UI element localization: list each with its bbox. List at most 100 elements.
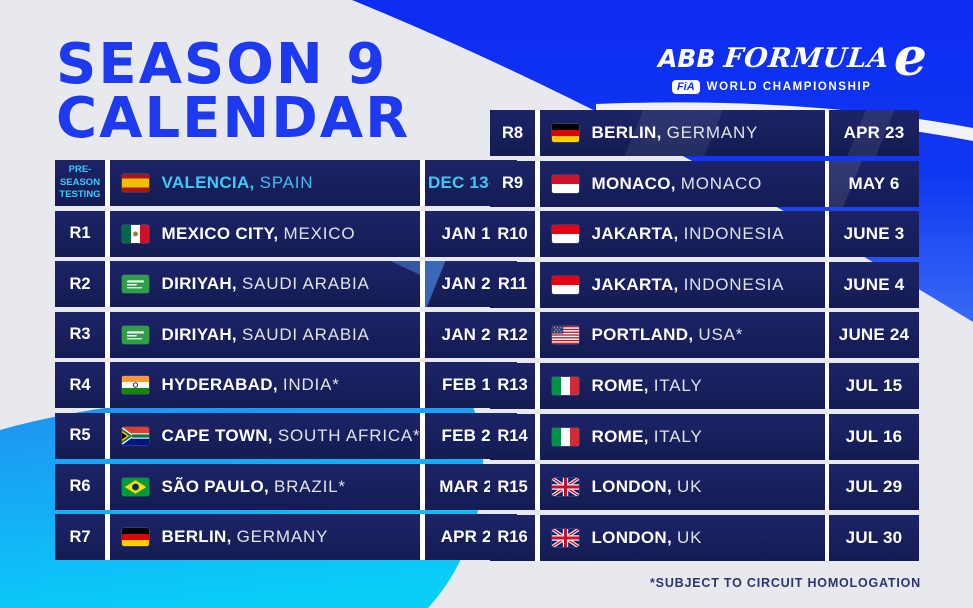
usa-flag-icon (551, 326, 579, 345)
location-cell: SÃO PAULO, BRAZIL* (109, 463, 421, 510)
round-label: R6 (55, 463, 105, 510)
country-name: MEXICO (283, 223, 356, 243)
calendar-row: R5 CAPE TOWN, SOUTH AFRICA* FEB 25 (55, 412, 517, 459)
round-label: R2 (55, 261, 105, 308)
city-name: LONDON, (591, 527, 678, 547)
race-date: JUL 16 (829, 413, 919, 460)
round-label: R3 (55, 311, 105, 358)
city-name: JAKARTA, (591, 224, 684, 244)
uk-flag-icon (551, 478, 579, 497)
city-name: JAKARTA, (591, 274, 684, 294)
country-name: INDONESIA (683, 274, 785, 294)
abb-wordmark: ABB (657, 44, 716, 73)
location-cell: ROME, ITALY (539, 362, 825, 409)
round-label: R1 (55, 210, 105, 257)
location-cell: ROME, ITALY (539, 413, 825, 460)
city-name: BERLIN, (161, 527, 237, 547)
round-label: R12 (490, 312, 535, 359)
germany-flag-icon (121, 528, 149, 547)
indonesia-flag-icon (551, 225, 579, 244)
monaco-flag-icon (551, 174, 579, 193)
race-date: MAY 6 (829, 160, 919, 207)
italy-flag-icon (551, 376, 579, 395)
calendar-row: R15 LONDON, UK JUL 29 (490, 464, 919, 511)
world-championship-label: WORLD CHAMPIONSHIP (706, 81, 872, 93)
country-name: ITALY (653, 426, 703, 446)
location-cell: LONDON, UK (539, 514, 825, 561)
logo-wordmark: ABB FORMULA e (657, 27, 927, 88)
country-name: USA* (698, 325, 744, 345)
calendar-row: R7 BERLIN, GERMANY APR 22 (55, 514, 517, 561)
round-label: R11 (490, 261, 535, 308)
city-name: ROME, (591, 426, 654, 446)
formula-e-logo: ABB FORMULA e FiA WORLD CHAMPIONSHIP (657, 27, 927, 94)
country-name: INDONESIA (683, 224, 785, 244)
location-cell: LONDON, UK (539, 464, 825, 511)
country-name: SAUDI ARABIA (241, 324, 370, 344)
calendar-row: R12 PORTLAND, USA* JUNE 24 (490, 312, 919, 359)
city-name: SÃO PAULO, (161, 476, 275, 496)
calendar-row: R16 LONDON, UK JUL 30 (490, 514, 919, 561)
location-cell: BERLIN, GERMANY (540, 110, 825, 156)
round-label: R5 (55, 412, 105, 459)
calendar-right-column: R8 BERLIN, GERMANY APR 23 R9 MONACO, MON… (490, 110, 919, 561)
city-name: ROME, (591, 375, 654, 395)
country-name: BRAZIL* (274, 476, 346, 496)
country-name: MONACO (680, 173, 763, 193)
round-label: R16 (490, 514, 535, 561)
calendar-row: PRE- SEASON TESTING VALENCIA, SPAIN DEC … (55, 160, 517, 206)
calendar-row: R14 ROME, ITALY JUL 16 (490, 413, 919, 460)
indonesia-flag-icon (551, 275, 579, 294)
city-name: PORTLAND, (591, 325, 699, 345)
city-name: HYDERABAD, (161, 375, 283, 395)
calendar-row: R13 ROME, ITALY JUL 15 (490, 362, 919, 409)
city-name: CAPE TOWN, (161, 425, 278, 445)
race-date: JUL 15 (829, 362, 919, 409)
calendar-row: R2 DIRIYAH, SAUDI ARABIA JAN 27 (55, 261, 517, 308)
race-date: JUNE 3 (829, 211, 919, 258)
country-name: UK (677, 527, 703, 547)
saudi-arabia-flag-icon (121, 275, 149, 294)
race-date: JUL 29 (829, 464, 919, 511)
location-cell: BERLIN, GERMANY (109, 514, 421, 561)
country-name: ITALY (653, 375, 703, 395)
calendar-row: R8 BERLIN, GERMANY APR 23 (490, 110, 919, 156)
germany-flag-icon (551, 124, 579, 142)
city-name: DIRIYAH, (161, 274, 242, 294)
location-cell: HYDERABAD, INDIA* (109, 362, 421, 409)
calendar-row: R1 MEXICO CITY, MEXICO JAN 14 (55, 210, 517, 257)
race-date: JUNE 4 (829, 261, 919, 308)
country-name: SPAIN (259, 173, 314, 192)
calendar-left-column: PRE- SEASON TESTING VALENCIA, SPAIN DEC … (55, 160, 517, 561)
calendar-row: R11 JAKARTA, INDONESIA JUNE 4 (490, 261, 919, 308)
logo-subline: FiA WORLD CHAMPIONSHIP (671, 80, 927, 94)
location-cell: PORTLAND, USA* (539, 312, 825, 359)
calendar-row: R4 HYDERABAD, INDIA* FEB 11 (55, 362, 517, 409)
race-date: APR 23 (829, 110, 919, 156)
country-name: GERMANY (236, 527, 329, 547)
title-line-1: SEASON 9 (56, 32, 388, 97)
spain-flag-icon (121, 174, 149, 192)
calendar-row: R6 SÃO PAULO, BRAZIL* MAR 25 (55, 463, 517, 510)
formula-e-letter-icon: e (893, 27, 927, 88)
city-name: MEXICO CITY, (161, 223, 284, 243)
location-cell: MEXICO CITY, MEXICO (109, 210, 421, 257)
calendar-row: R10 JAKARTA, INDONESIA JUNE 3 (490, 211, 919, 258)
race-date: JUL 30 (829, 514, 919, 561)
location-cell: MONACO, MONACO (539, 160, 825, 207)
city-name: MONACO, (591, 173, 681, 193)
city-name: VALENCIA, (161, 173, 260, 192)
brazil-flag-icon (121, 477, 149, 496)
round-label: R7 (55, 514, 105, 561)
location-cell: CAPE TOWN, SOUTH AFRICA* (109, 412, 421, 459)
india-flag-icon (121, 376, 149, 395)
saudi-arabia-flag-icon (121, 325, 149, 344)
round-label: R10 (490, 211, 535, 258)
fia-badge-icon: FiA (671, 80, 700, 94)
city-name: DIRIYAH, (161, 324, 242, 344)
page-title: SEASON 9 CALENDAR (56, 32, 411, 151)
title-line-2: CALENDAR (56, 86, 411, 151)
calendar-row: R3 DIRIYAH, SAUDI ARABIA JAN 28 (55, 311, 517, 358)
country-name: SAUDI ARABIA (241, 274, 370, 294)
round-label: R8 (490, 110, 535, 156)
